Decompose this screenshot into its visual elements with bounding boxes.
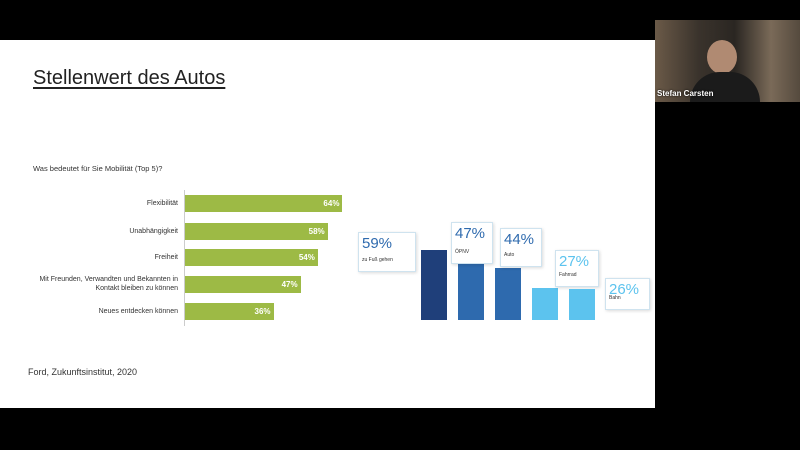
bar: 36% (185, 302, 274, 320)
callout: 27% Fahrrad (555, 250, 599, 287)
category-label: Neues entdecken können (98, 307, 178, 315)
value-label: 47% (455, 225, 486, 242)
chart-title: Was bedeutet für Sie Mobilität (Top 5)? (33, 164, 163, 173)
slide: Stellenwert des Autos Was bedeutet für S… (0, 40, 655, 408)
callout: 59% zu Fuß gehen (358, 232, 416, 272)
value-label: 36% (254, 306, 271, 316)
bar: 54% (185, 248, 318, 266)
category-label: Flexibilität (146, 199, 178, 207)
callout: 26% Bahn (605, 278, 650, 310)
value-label: 27% (559, 253, 590, 270)
value-label: 58% (308, 226, 325, 236)
participant-name: Stefan Carsten (657, 89, 714, 98)
value-label: 44% (504, 231, 535, 248)
value-label: 54% (298, 252, 315, 262)
callout: 44% Auto (500, 228, 542, 267)
bar (532, 287, 558, 320)
category-label: Unabhängigkeit (129, 227, 178, 235)
category-label: Freiheit (154, 253, 178, 261)
bar (421, 249, 447, 320)
category-label: Mit Freunden, Verwandten und Bekannten i… (39, 276, 178, 292)
category-label: ÖPNV (455, 249, 470, 255)
bar (458, 264, 484, 320)
participant-video[interactable]: Stefan Carsten (655, 20, 800, 102)
value-label: 59% (362, 235, 393, 252)
category-label: Auto (504, 252, 515, 258)
category-label: Bahn (609, 295, 621, 301)
bar (569, 289, 595, 320)
bar (495, 267, 521, 320)
value-label: 26% (609, 281, 640, 298)
source: Ford, Zukunftsinstitut, 2020 (28, 367, 138, 377)
bar: 58% (185, 222, 328, 240)
category-label: Fahrrad (559, 272, 577, 278)
bar: 64% (185, 194, 343, 212)
value-label: 47% (281, 279, 298, 289)
value-label: 64% (323, 198, 340, 208)
axis-line (184, 190, 185, 326)
callout: 47% ÖPNV (451, 222, 493, 264)
bar: 47% (185, 275, 301, 293)
slide-title: Stellenwert des Autos (33, 67, 226, 89)
participant-face (707, 40, 737, 74)
category-label: zu Fuß gehen (362, 257, 393, 263)
